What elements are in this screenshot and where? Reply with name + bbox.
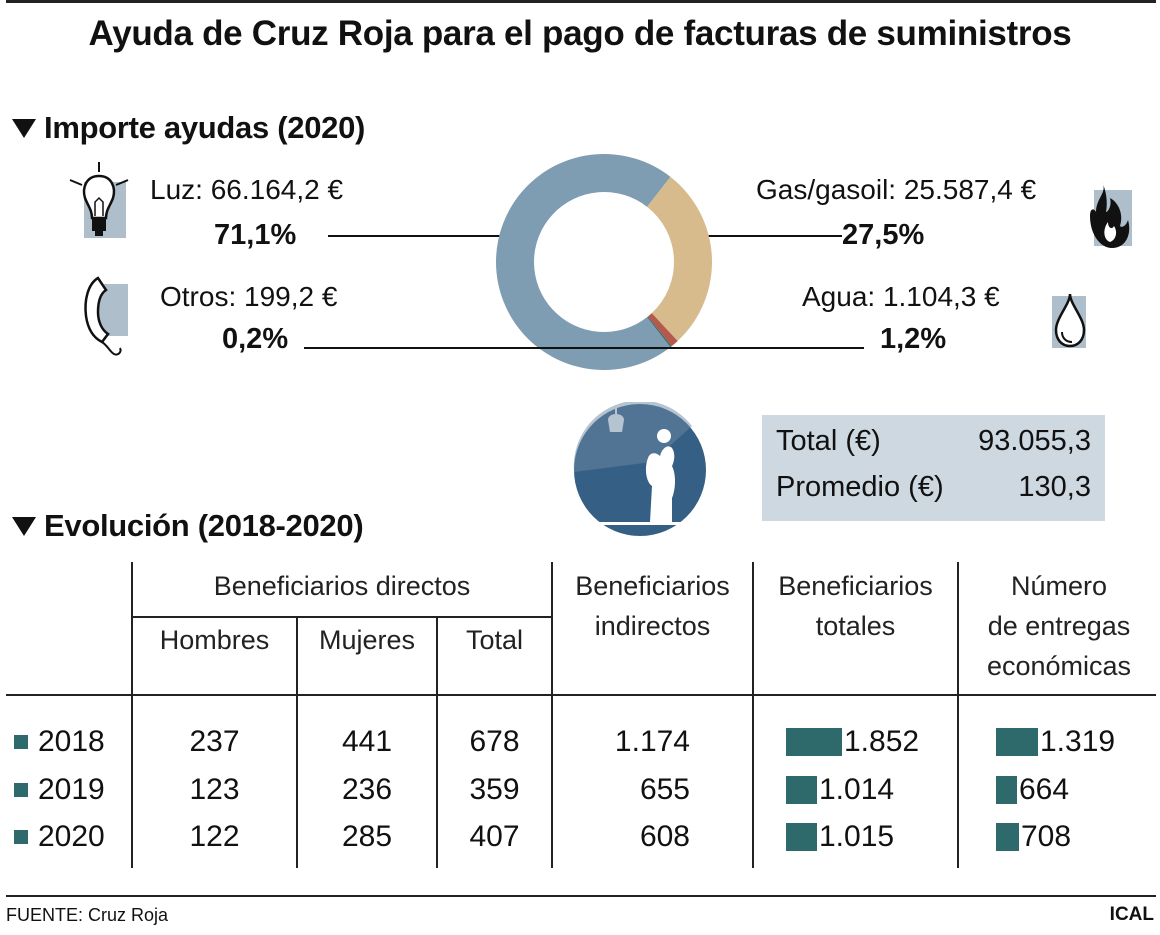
- luz-percent: 71,1%: [214, 219, 297, 251]
- cell-mujeres-2018: 441: [341, 725, 393, 758]
- cell-mujeres-2020: 285: [341, 820, 393, 853]
- bar-entregas-2018: [996, 728, 1038, 756]
- header-totales-line1: Beneficiarios: [778, 571, 933, 601]
- bar-totales-2019: [786, 776, 817, 804]
- header-entregas-line3: económicas: [986, 651, 1132, 681]
- cell-indirectos-2019: 655: [639, 773, 690, 806]
- credit: ICAL: [1109, 904, 1154, 925]
- otros-agua-leader-line: [304, 347, 864, 349]
- cell-hombres-2018: 237: [189, 725, 240, 758]
- header-indirectos-line1: Beneficiarios: [575, 571, 730, 601]
- bar-entregas-2020: [996, 823, 1019, 851]
- total-value: 93.055,3: [978, 425, 1091, 457]
- cell-hombres-2020: 122: [189, 820, 240, 853]
- year-2019: 2019: [14, 767, 105, 813]
- header-entregas-line2: de entregas: [987, 611, 1131, 641]
- bar-totales-2018: [786, 728, 842, 756]
- section-evolucion: Evolución (2018-2020): [12, 508, 364, 544]
- header-total: Total: [465, 625, 524, 655]
- source-note: FUENTE: Cruz Roja: [6, 905, 169, 925]
- page-title: Ayuda de Cruz Roja para el pago de factu…: [88, 14, 1072, 53]
- gas-percent: 27,5%: [842, 219, 925, 251]
- section-importe: Importe ayudas (2020): [12, 110, 365, 146]
- luz-leader-line: [328, 235, 536, 237]
- donut-chart: [496, 154, 712, 370]
- gas-label: Gas/gasoil: 25.587,4 €: [756, 174, 1037, 205]
- header-indirectos-line2: indirectos: [594, 611, 711, 641]
- year-2020: 2020: [14, 814, 105, 860]
- family-silhouette-illustration: [573, 402, 706, 536]
- water-drop-icon: [1048, 290, 1092, 350]
- label-totales-2019: 1.014: [819, 773, 895, 806]
- luz-label: Luz: 66.164,2 €: [150, 174, 344, 205]
- label-totales-2018: 1.852: [844, 725, 920, 758]
- year-2018: 2018: [14, 719, 105, 765]
- totals-box: Total (€) 93.055,3 Promedio (€) 130,3: [762, 415, 1105, 521]
- lightbulb-icon: [68, 160, 130, 242]
- label-entregas-2018: 1.319: [1040, 725, 1116, 758]
- donut-slice-gas: [647, 176, 712, 341]
- triangle-icon: [12, 118, 36, 138]
- header-beneficiarios-directos: Beneficiarios directos: [213, 571, 471, 601]
- otros-label: Otros: 199,2 €: [160, 281, 338, 312]
- evolution-table: Beneficiarios directos Hombres Mujeres T…: [0, 558, 1160, 898]
- total-label: Total (€): [776, 425, 881, 457]
- label-entregas-2020: 708: [1021, 820, 1072, 853]
- flame-icon: [1086, 178, 1134, 252]
- header-mujeres: Mujeres: [318, 625, 416, 655]
- donut-slice-otros: [647, 316, 672, 348]
- cell-indirectos-2020: 608: [639, 820, 690, 853]
- donut-slice-luz: [496, 154, 671, 370]
- footer-rule: [6, 895, 1156, 897]
- otros-percent: 0,2%: [222, 323, 289, 355]
- phone-icon: [78, 272, 136, 358]
- bar-totales-2020: [786, 823, 817, 851]
- cell-hombres-2019: 123: [189, 773, 240, 806]
- cell-total-2020: 407: [469, 820, 520, 853]
- cell-total-2018: 678: [469, 725, 520, 758]
- header-entregas-line1: Número: [1010, 571, 1108, 601]
- cell-total-2019: 359: [469, 773, 520, 806]
- agua-percent: 1,2%: [880, 323, 947, 355]
- bar-entregas-2019: [996, 776, 1017, 804]
- section-evolucion-title: Evolución (2018-2020): [44, 508, 364, 543]
- triangle-icon: [12, 516, 36, 536]
- section-importe-title: Importe ayudas (2020): [44, 110, 366, 145]
- cell-mujeres-2019: 236: [341, 773, 393, 806]
- top-rule: [6, 0, 1156, 3]
- cell-indirectos-2018: 1.174: [614, 725, 690, 758]
- gas-leader-line: [676, 235, 842, 237]
- agua-label: Agua: 1.104,3 €: [802, 281, 1000, 312]
- label-totales-2020: 1.015: [819, 820, 895, 853]
- label-entregas-2019: 664: [1019, 773, 1070, 806]
- header-totales-line2: totales: [815, 611, 896, 641]
- promedio-value: 130,3: [1018, 471, 1091, 503]
- header-hombres: Hombres: [159, 625, 270, 655]
- donut-slice-agua: [647, 313, 678, 347]
- promedio-label: Promedio (€): [776, 471, 944, 503]
